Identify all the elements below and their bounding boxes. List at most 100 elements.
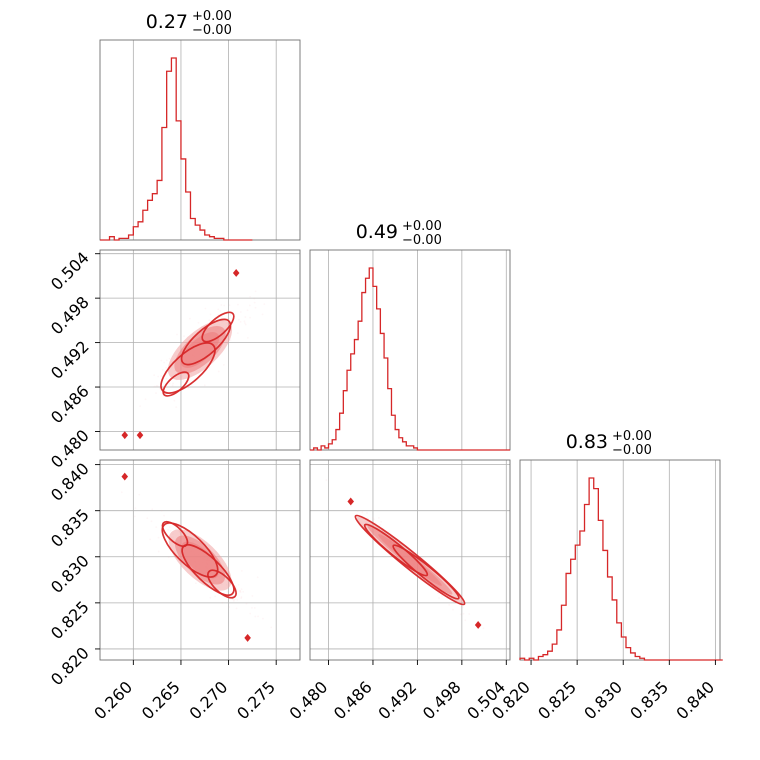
scatter-point-2-1: [468, 613, 471, 615]
scatter-point-2-1: [373, 518, 375, 521]
scatter-point-2-0: [235, 585, 238, 588]
scatter-point-1-0: [139, 405, 141, 408]
y-tick-label-1-0-4: 0.504: [47, 248, 93, 294]
scatter-point-2-0: [270, 626, 273, 629]
panel-frame-2-1: [309, 459, 511, 661]
scatter-point-2-0: [226, 590, 229, 593]
scatter-point-1-0: [229, 339, 232, 341]
scatter-point-1-0: [237, 303, 239, 306]
density-contour-2-0-0: [161, 522, 219, 578]
y-tick-label-2-0-0: 0.820: [47, 643, 93, 689]
scatter-point-2-0: [149, 538, 152, 541]
scatter-point-2-0: [169, 529, 172, 532]
scatter-point-1-0: [254, 290, 257, 293]
x-tick-label-2-0-2: 0.270: [186, 677, 232, 723]
scatter-point-1-0: [175, 406, 178, 409]
scatter-point-2-0: [209, 596, 212, 599]
scatter-point-2-0: [157, 536, 160, 539]
scatter-point-2-0: [233, 600, 235, 602]
scatter-point-1-0: [217, 314, 219, 316]
scatter-point-2-0: [175, 528, 177, 530]
panel-frame-2-0: [99, 459, 301, 661]
scatter-point-2-0: [167, 556, 170, 559]
scatter-point-2-0: [242, 590, 245, 593]
scatter-point-1-0: [153, 374, 156, 377]
title-sub-2: −0.00: [612, 443, 652, 458]
scatter-point-1-0: [239, 311, 242, 313]
tick-layer: 0.4800.4860.4920.4980.5040.8200.8250.830…: [47, 248, 718, 723]
scatter-point-1-0: [171, 384, 174, 387]
scatter-point-1-0: [221, 315, 223, 318]
scatter-point-1-0: [182, 379, 185, 381]
title-main-0: 0.27: [146, 11, 188, 33]
scatter-point-1-0: [228, 304, 231, 307]
scatter-point-1-0: [253, 301, 256, 304]
scatter-point-2-0: [221, 601, 224, 604]
x-tick-label-2-1-1: 0.486: [330, 677, 376, 723]
scatter-point-2-0: [262, 617, 264, 620]
scatter-point-1-0: [254, 306, 257, 309]
scatter-point-1-0: [176, 333, 178, 336]
density-contour-2-0-3: [161, 520, 189, 548]
title-sub-1: −0.00: [402, 233, 442, 248]
scatter-point-1-0: [165, 366, 167, 369]
scatter-point-2-1: [437, 592, 439, 594]
scatter-point-2-0: [240, 588, 243, 591]
scatter-point-1-0: [236, 332, 239, 335]
scatter-point-1-0: [168, 382, 171, 385]
scatter-point-1-0: [173, 399, 176, 402]
scatter-point-2-1: [325, 479, 328, 481]
title-sup-1: +0.00: [402, 219, 442, 234]
x-tick-label-2-0-0: 0.260: [90, 677, 136, 723]
scatter-point-2-0: [138, 493, 141, 496]
scatter-point-2-1: [462, 612, 465, 615]
scatter-point-2-0: [233, 598, 236, 601]
scatter-point-2-1: [459, 613, 462, 616]
x-tick-label-2-2-1: 0.825: [534, 677, 580, 723]
scatter-point-2-0: [240, 597, 243, 600]
scatter-point-2-0: [228, 606, 231, 608]
y-tick-label-1-0-0: 0.480: [47, 426, 93, 472]
y-tick-label-2-0-2: 0.830: [47, 551, 93, 597]
x-tick-label-2-0-3: 0.275: [233, 677, 279, 723]
scatter-point-1-0: [246, 309, 249, 312]
scatter-point-1-0: [244, 323, 247, 326]
scatter-point-2-0: [194, 582, 197, 585]
scatter-point-1-0: [155, 384, 158, 387]
title-sup-2: +0.00: [612, 429, 652, 444]
scatter-point-1-0: [160, 375, 162, 377]
density-contour-2-1-0: [354, 514, 466, 606]
scatter-point-2-0: [239, 591, 242, 594]
x-tick-label-2-0-1: 0.265: [138, 677, 184, 723]
scatter-point-2-1: [448, 603, 451, 606]
scatter-point-2-1: [350, 504, 353, 507]
scatter-point-1-0: [261, 313, 264, 316]
scatter-point-2-0: [256, 576, 259, 579]
scatter-point-1-0: [182, 381, 184, 383]
scatter-point-1-0: [220, 304, 223, 306]
scatter-point-2-1: [379, 523, 381, 526]
scatter-point-1-0: [172, 382, 174, 385]
scatter-point-1-0: [217, 308, 220, 311]
scatter-point-1-0: [208, 319, 211, 322]
scatter-point-2-0: [157, 550, 160, 553]
scatter-point-2-1: [371, 516, 374, 519]
y-tick-label-2-0-1: 0.825: [47, 597, 93, 643]
scatter-point-1-0: [238, 318, 240, 321]
title-main-1: 0.49: [356, 221, 398, 243]
scatter-point-2-1: [361, 511, 364, 514]
scatter-point-1-0: [157, 375, 160, 378]
scatter-point-2-1: [356, 510, 359, 513]
scatter-point-2-1: [464, 619, 467, 622]
panel-frame-0-0: [99, 39, 301, 241]
scatter-point-2-1: [366, 517, 369, 520]
scatter-point-1-0: [159, 387, 161, 390]
histogram-1: [310, 267, 510, 451]
scatter-point-2-1: [461, 606, 464, 609]
y-tick-label-1-0-2: 0.492: [47, 337, 93, 383]
scatter-point-1-0: [204, 307, 207, 310]
scatter-point-1-0: [228, 317, 231, 320]
title-layer: 0.27 +0.00−0.000.49 +0.00−0.000.83 +0.00−0.…: [146, 9, 652, 458]
scatter-point-2-0: [236, 598, 239, 601]
